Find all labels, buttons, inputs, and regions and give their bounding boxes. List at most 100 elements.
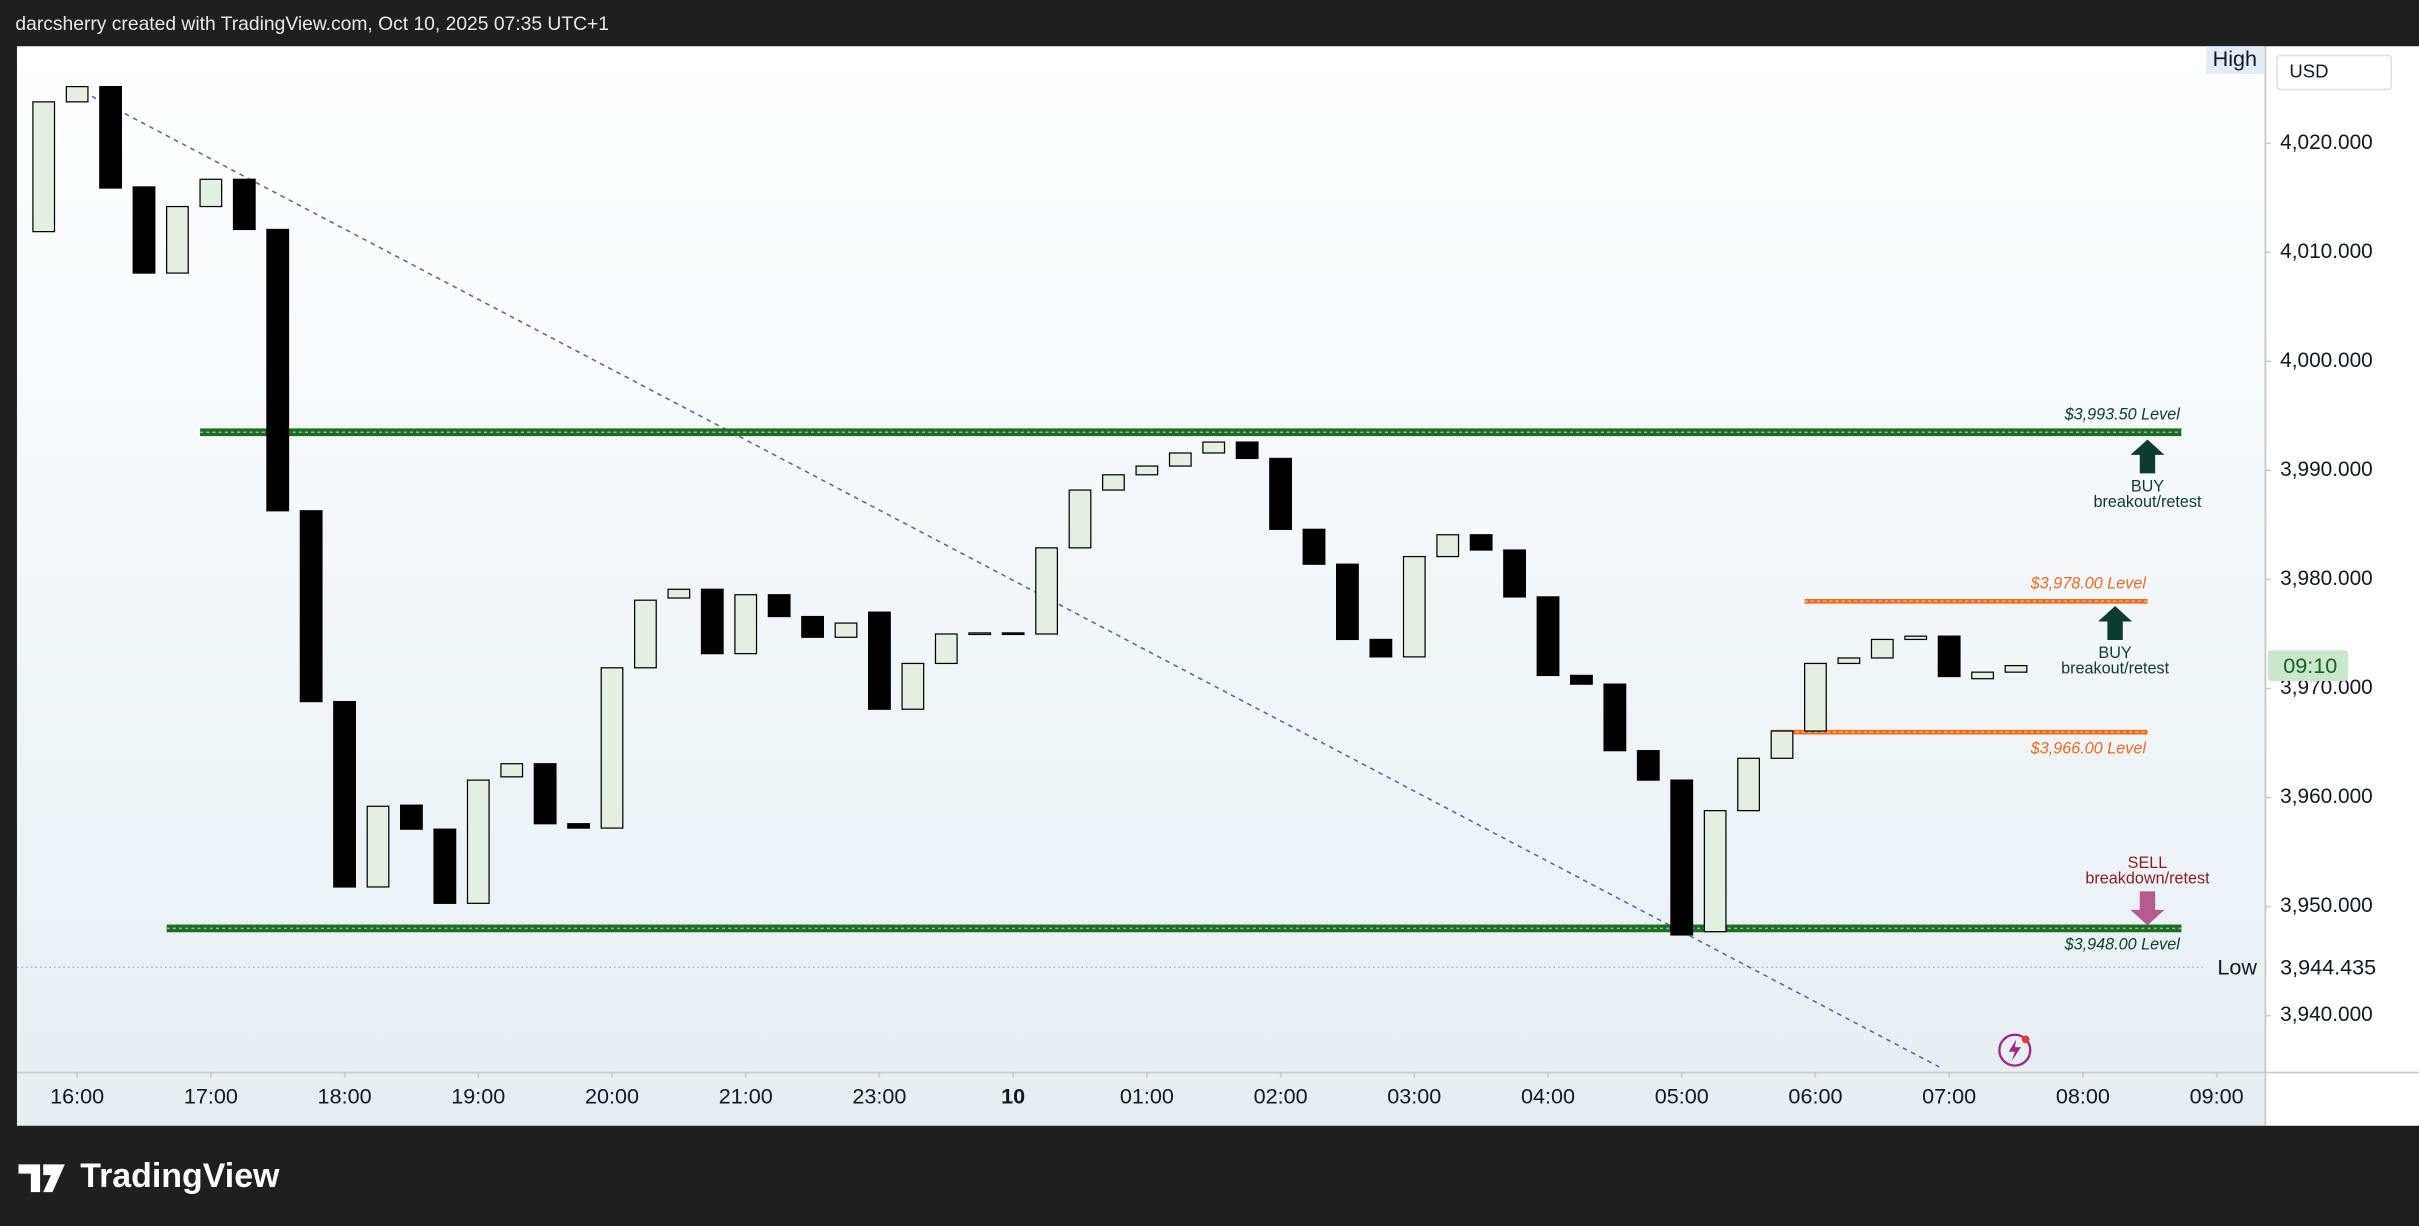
candle-body	[1937, 635, 1961, 678]
candle-body	[199, 178, 223, 208]
candle-body	[1269, 457, 1292, 530]
countdown: 09:10	[2283, 653, 2337, 678]
x-tick-label: 04:00	[1521, 1084, 1575, 1109]
candle	[1135, 465, 1159, 476]
candle-body	[1804, 662, 1827, 732]
candle-body	[1235, 441, 1259, 460]
candle	[1436, 534, 1460, 558]
annotation-action: SELL	[2128, 854, 2168, 872]
candle	[1235, 441, 1259, 460]
annotation-text: breakout/retest	[2061, 660, 2170, 678]
level-label: $3,948.00 Level	[2064, 936, 2181, 954]
candle	[500, 763, 524, 778]
candle-body	[2004, 664, 2028, 673]
y-tick-label: 3,990.000	[2280, 458, 2373, 481]
icon-dot	[2021, 1035, 2030, 1044]
y-tick-label: 4,010.000	[2280, 240, 2373, 263]
level-label: $3,993.50 Level	[2064, 406, 2181, 424]
candle	[1001, 632, 1025, 636]
candle-body	[1603, 683, 1627, 752]
candle	[968, 632, 992, 636]
level-label: $3,978.00 Level	[2030, 575, 2147, 593]
candle-body	[1436, 534, 1460, 558]
candle	[1269, 457, 1292, 530]
candle-body	[1068, 489, 1092, 549]
candle-body	[600, 667, 624, 829]
x-tick-label: 10	[1001, 1084, 1025, 1109]
candle	[1837, 657, 1861, 665]
candle-body	[1570, 674, 1593, 685]
candle	[1369, 638, 1393, 658]
currency: USD	[2289, 60, 2328, 81]
candle	[400, 804, 423, 830]
candle-body	[266, 228, 290, 512]
x-tick-label: 05:00	[1655, 1084, 1709, 1109]
candle-body	[1369, 638, 1393, 658]
candle	[299, 510, 323, 703]
y-tick-label: 3,940.000	[2280, 1003, 2373, 1026]
candle	[65, 85, 89, 103]
candle-body	[400, 804, 423, 830]
candle	[934, 633, 958, 665]
candle	[1670, 779, 1694, 936]
candle-body	[1971, 671, 1995, 680]
candle-body	[65, 85, 89, 103]
candle-body	[868, 611, 891, 710]
candle-body	[299, 510, 323, 703]
candle	[1336, 563, 1359, 641]
candle-body	[1870, 638, 1894, 659]
x-tick-label: 18:00	[318, 1084, 372, 1109]
x-tick-label: 21:00	[719, 1084, 773, 1109]
low-value: 3,944.435	[2280, 955, 2376, 980]
candle-body	[32, 101, 56, 233]
candle	[901, 662, 925, 710]
currency-box[interactable]	[2276, 54, 2393, 91]
candle-body	[1536, 596, 1560, 677]
header-text: darcsherry created with TradingView.com,…	[15, 14, 609, 35]
candle-body	[232, 178, 256, 231]
countdown-box	[2267, 650, 2349, 682]
candle	[1737, 757, 1761, 812]
candle-body	[834, 622, 858, 638]
candle	[199, 178, 223, 208]
plot-area	[16, 46, 2265, 1126]
candle-body	[1202, 441, 1226, 454]
candle	[1770, 730, 1794, 759]
candle	[266, 228, 290, 512]
candle	[1102, 474, 1125, 491]
candle	[767, 594, 791, 618]
x-tick-label: 06:00	[1788, 1084, 1842, 1109]
candle-body	[734, 594, 758, 655]
candle-body	[1670, 779, 1694, 936]
candle-body	[634, 599, 657, 669]
candle	[868, 611, 891, 710]
candle	[1703, 810, 1727, 933]
candle-body	[1001, 632, 1025, 636]
trendline	[83, 91, 1940, 1068]
y-tick-label: 3,950.000	[2280, 894, 2373, 917]
candle	[600, 667, 624, 829]
brand: TradingView	[80, 1157, 280, 1195]
low-name: Low	[2217, 955, 2257, 980]
alert-icon[interactable]	[1998, 1033, 2032, 1067]
x-tick-label: 20:00	[585, 1084, 639, 1109]
annotation-arrow	[2130, 439, 2165, 474]
candle	[333, 700, 356, 888]
candle-body	[1135, 465, 1159, 476]
candle	[433, 828, 457, 904]
candle-body	[1503, 549, 1526, 598]
high-label: High	[2213, 46, 2257, 71]
candle	[1570, 674, 1593, 685]
candle	[1168, 452, 1192, 467]
candle-body	[767, 594, 791, 618]
candle	[1636, 750, 1660, 781]
price-axis	[2264, 46, 2419, 1126]
candle	[834, 622, 858, 638]
candle	[32, 101, 56, 233]
candle-body	[132, 186, 156, 274]
candle	[634, 599, 657, 669]
candle	[99, 85, 122, 189]
candle	[700, 588, 724, 655]
candle	[1937, 635, 1961, 678]
